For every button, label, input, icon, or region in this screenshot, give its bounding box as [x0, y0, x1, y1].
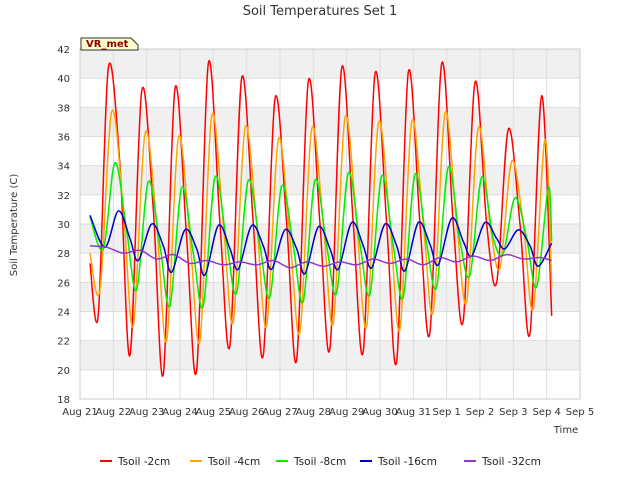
y-tick-label: 40: [57, 74, 70, 85]
x-tick-label: Aug 24: [162, 407, 197, 418]
y-tick-label: 24: [57, 308, 70, 319]
y-tick-label: 34: [57, 162, 70, 173]
series-line-tsoil-32cm: [89, 245, 552, 269]
x-tick-label: Aug 31: [396, 407, 431, 418]
y-tick-label: 18: [57, 395, 70, 406]
y-tick-label: 42: [57, 45, 70, 56]
x-tick-label: Aug 30: [362, 407, 397, 418]
x-tick-label: Aug 27: [262, 407, 297, 418]
legend-item: Tsoil -8cm: [276, 456, 346, 468]
x-tick-label: Sep 4: [532, 407, 560, 418]
legend-item: Tsoil -32cm: [464, 456, 541, 468]
plot-frame: [79, 48, 581, 400]
x-tick-label: Aug 21: [62, 407, 97, 418]
series-line-tsoil-16cm: [89, 210, 553, 277]
x-axis-label: Time: [553, 425, 578, 436]
legend-label: Tsoil -4cm: [207, 456, 260, 468]
y-tick-label: 28: [57, 249, 70, 260]
legend-item: Tsoil -2cm: [100, 456, 170, 468]
chart-title: Soil Temperatures Set 1: [243, 4, 398, 19]
series-line-tsoil-4cm: [89, 109, 553, 345]
plot-band: [80, 107, 580, 137]
x-tick-label: Sep 5: [566, 407, 594, 418]
series-line-tsoil-8cm: [89, 161, 553, 309]
legend-label: Tsoil -32cm: [481, 456, 541, 468]
y-tick-label: 38: [57, 103, 70, 114]
y-axis-ticks: 18 20 22 24 26 28 30 32 34 36 38 40 42: [57, 45, 70, 406]
y-tick-label: 22: [57, 337, 70, 348]
x-tick-label: Sep 2: [466, 407, 494, 418]
y-tick-label: 30: [57, 220, 70, 231]
x-tick-label: Aug 22: [96, 407, 131, 418]
y-tick-label: 32: [57, 191, 70, 202]
x-tick-label: Sep 1: [432, 407, 460, 418]
legend-item: Tsoil -4cm: [190, 456, 260, 468]
legend-label: Tsoil -16cm: [377, 456, 437, 468]
legend-item: Tsoil -16cm: [360, 456, 437, 468]
legend-label: Tsoil -2cm: [117, 456, 170, 468]
station-badge-label: VR_met: [86, 39, 129, 50]
y-axis-label: Soil Temperature (C): [9, 174, 20, 277]
plot-band: [80, 49, 580, 79]
series-lines: [89, 60, 553, 377]
plot-band: [80, 165, 580, 195]
x-tick-label: Aug 23: [129, 407, 164, 418]
legend-label: Tsoil -8cm: [293, 456, 346, 468]
y-tick-label: 36: [57, 133, 70, 144]
legend: Tsoil -2cm Tsoil -4cm Tsoil -8cm Tsoil -16c…: [100, 456, 541, 468]
y-tick-label: 20: [57, 366, 70, 377]
y-tick-label: 26: [57, 278, 70, 289]
x-tick-label: Aug 26: [229, 407, 264, 418]
station-badge: VR_met: [80, 37, 139, 51]
x-tick-label: Sep 3: [499, 407, 527, 418]
x-tick-label: Aug 25: [196, 407, 231, 418]
x-tick-label: Aug 29: [329, 407, 364, 418]
x-tick-label: Aug 28: [296, 407, 331, 418]
